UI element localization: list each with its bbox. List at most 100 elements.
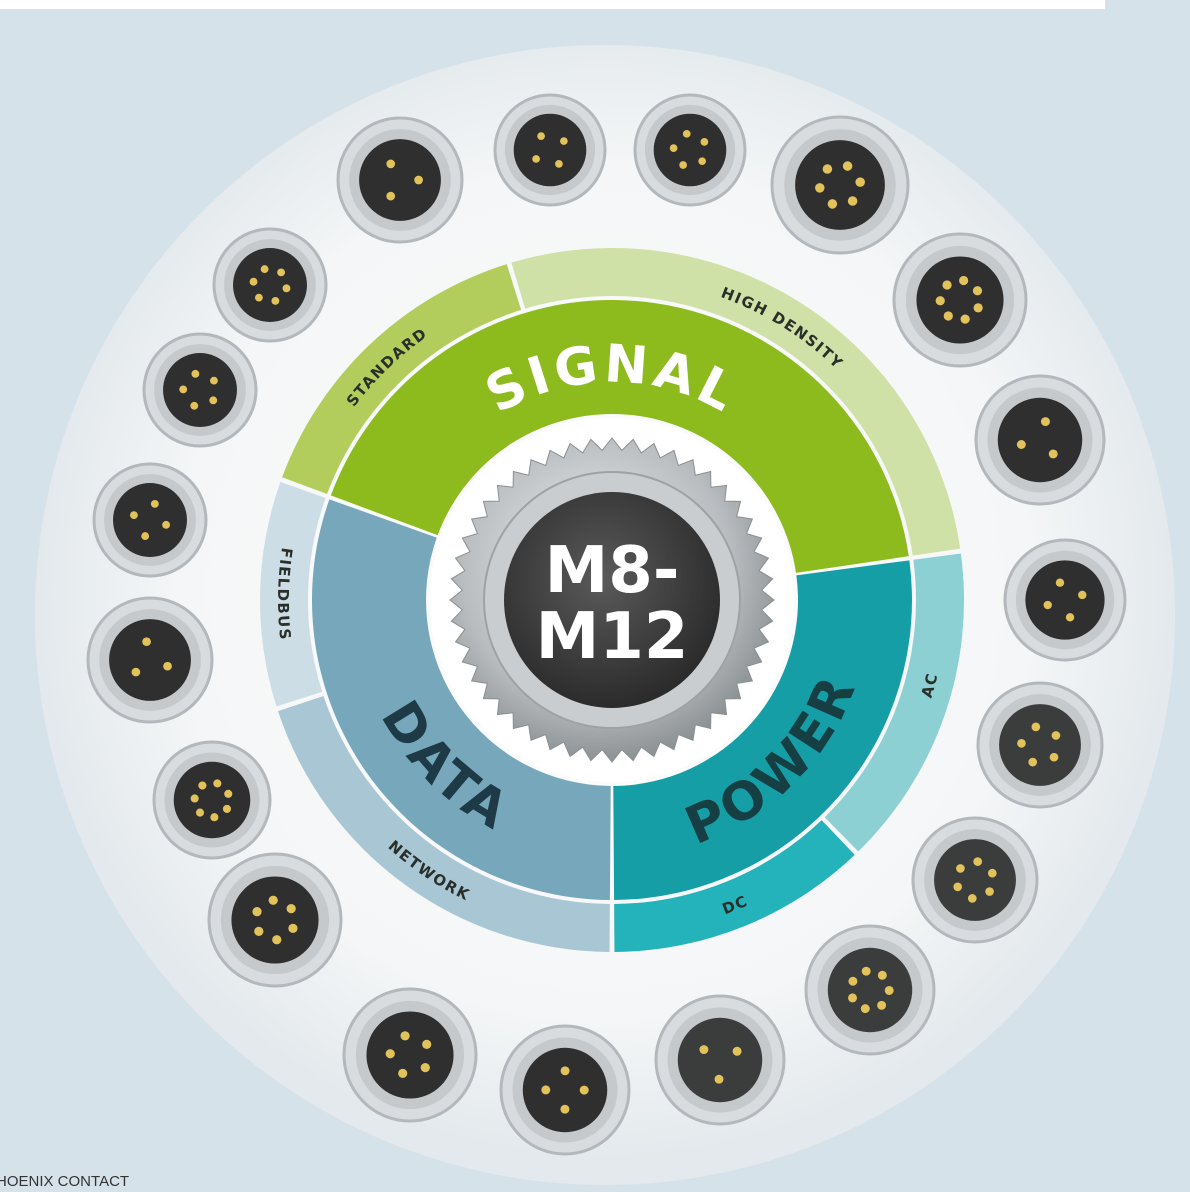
connector-face bbox=[678, 1018, 762, 1102]
connector-pin bbox=[422, 1040, 431, 1049]
connector-pin bbox=[974, 303, 983, 312]
connector-pin bbox=[210, 813, 218, 821]
connector-pin bbox=[142, 637, 151, 646]
connector-pin bbox=[191, 794, 199, 802]
connector-pin bbox=[828, 199, 838, 209]
connector-pin bbox=[400, 1031, 409, 1040]
connector-face bbox=[523, 1048, 607, 1132]
connector-pin bbox=[421, 1063, 430, 1072]
connector-pin bbox=[936, 296, 945, 305]
infographic: SIGNALSTANDARDHIGH DENSITYPOWERACDCDATAN… bbox=[0, 0, 1190, 1192]
connector-pin bbox=[196, 809, 204, 817]
connector-pin bbox=[944, 311, 953, 320]
connector-pin bbox=[223, 805, 231, 813]
connector-face bbox=[163, 353, 237, 427]
brand: PHOENIX CONTACT bbox=[0, 1173, 129, 1190]
connector-pin bbox=[855, 177, 865, 187]
connector-pin bbox=[1052, 731, 1061, 740]
connector-pin bbox=[698, 157, 706, 165]
connector-pin bbox=[1050, 753, 1059, 762]
hub-title: M8- bbox=[545, 534, 680, 608]
connector-pin bbox=[848, 196, 858, 206]
connector-pin bbox=[1041, 417, 1050, 426]
connector-pin bbox=[209, 396, 217, 404]
connector-pin bbox=[213, 779, 221, 787]
connector-face bbox=[109, 619, 191, 701]
connector-pin bbox=[141, 532, 149, 540]
connector-pin bbox=[843, 161, 853, 171]
connector-pin bbox=[862, 967, 871, 976]
connector-pin bbox=[277, 268, 285, 276]
connector-pin bbox=[715, 1075, 724, 1084]
connector-pin bbox=[541, 1085, 550, 1094]
connector-pin bbox=[561, 1066, 570, 1075]
connector-pin bbox=[132, 668, 141, 677]
connector-pin bbox=[683, 130, 691, 138]
connector-pin bbox=[1056, 579, 1064, 587]
connector-face bbox=[366, 1011, 453, 1098]
connector-pin bbox=[1017, 440, 1026, 449]
connector-pin bbox=[959, 276, 968, 285]
connector-pin bbox=[733, 1047, 742, 1056]
connector-face bbox=[934, 839, 1016, 921]
connector-face bbox=[828, 948, 912, 1032]
connector-pin bbox=[973, 286, 982, 295]
connector-pin bbox=[254, 927, 263, 936]
connector-pin bbox=[179, 385, 187, 393]
top-bar bbox=[0, 0, 1105, 9]
connector-pin bbox=[386, 192, 395, 201]
connector-pin bbox=[163, 662, 172, 671]
connector-pin bbox=[386, 160, 395, 169]
connector-face bbox=[916, 256, 1003, 343]
connector-pin bbox=[261, 265, 269, 273]
connector-pin bbox=[942, 280, 951, 289]
connector-pin bbox=[878, 971, 887, 980]
connector-face bbox=[795, 140, 885, 230]
connector-pin bbox=[1049, 449, 1058, 458]
connector-pin bbox=[250, 278, 258, 286]
connector-pin bbox=[288, 924, 297, 933]
connector-pin bbox=[210, 377, 218, 385]
connector-pin bbox=[861, 1004, 870, 1013]
connector-pin bbox=[560, 1105, 569, 1114]
connector-pin bbox=[190, 402, 198, 410]
connector-pin bbox=[580, 1086, 589, 1095]
connector-face bbox=[999, 704, 1081, 786]
connector-pin bbox=[162, 521, 170, 529]
connector-face bbox=[174, 762, 251, 839]
connector-pin bbox=[848, 993, 857, 1002]
connector-pin bbox=[1078, 591, 1086, 599]
connector-pin bbox=[198, 781, 206, 789]
connector-pin bbox=[560, 137, 568, 145]
connector-pin bbox=[287, 904, 296, 913]
connector-pin bbox=[885, 986, 894, 995]
connector-pin bbox=[272, 935, 281, 944]
connector-pin bbox=[555, 160, 563, 168]
connector-face bbox=[514, 114, 587, 187]
connector-pin bbox=[1028, 758, 1037, 767]
connector-pin bbox=[386, 1049, 395, 1058]
connector-pin bbox=[255, 294, 263, 302]
connector-face bbox=[231, 876, 318, 963]
connector-pin bbox=[271, 297, 279, 305]
connector-pin bbox=[1031, 723, 1040, 732]
connector-face bbox=[998, 398, 1082, 482]
connector-pin bbox=[973, 857, 982, 866]
connector-pin bbox=[953, 883, 962, 892]
connector-face bbox=[113, 483, 187, 557]
connector-pin bbox=[968, 894, 977, 903]
connector-pin bbox=[414, 176, 423, 185]
connector-pin bbox=[823, 164, 833, 174]
hub-title: M12 bbox=[536, 600, 689, 674]
connector-pin bbox=[151, 500, 159, 508]
connector-pin bbox=[1044, 601, 1052, 609]
connector-pin bbox=[283, 284, 291, 292]
connector-pin bbox=[537, 132, 545, 140]
connector-pin bbox=[985, 887, 994, 896]
connector-pin bbox=[815, 183, 825, 193]
connector-face bbox=[233, 248, 307, 322]
connector-face bbox=[654, 114, 727, 187]
center-hub: M8-M12 bbox=[430, 418, 794, 782]
connector-pin bbox=[679, 161, 687, 169]
connector-pin bbox=[1017, 739, 1026, 748]
